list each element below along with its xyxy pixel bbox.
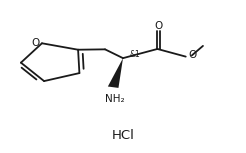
Text: &1: &1: [129, 50, 140, 59]
Text: O: O: [31, 37, 39, 48]
Text: O: O: [154, 21, 163, 31]
Text: NH₂: NH₂: [105, 94, 124, 104]
Polygon shape: [108, 58, 123, 88]
Text: HCl: HCl: [112, 129, 134, 142]
Text: O: O: [188, 50, 197, 60]
